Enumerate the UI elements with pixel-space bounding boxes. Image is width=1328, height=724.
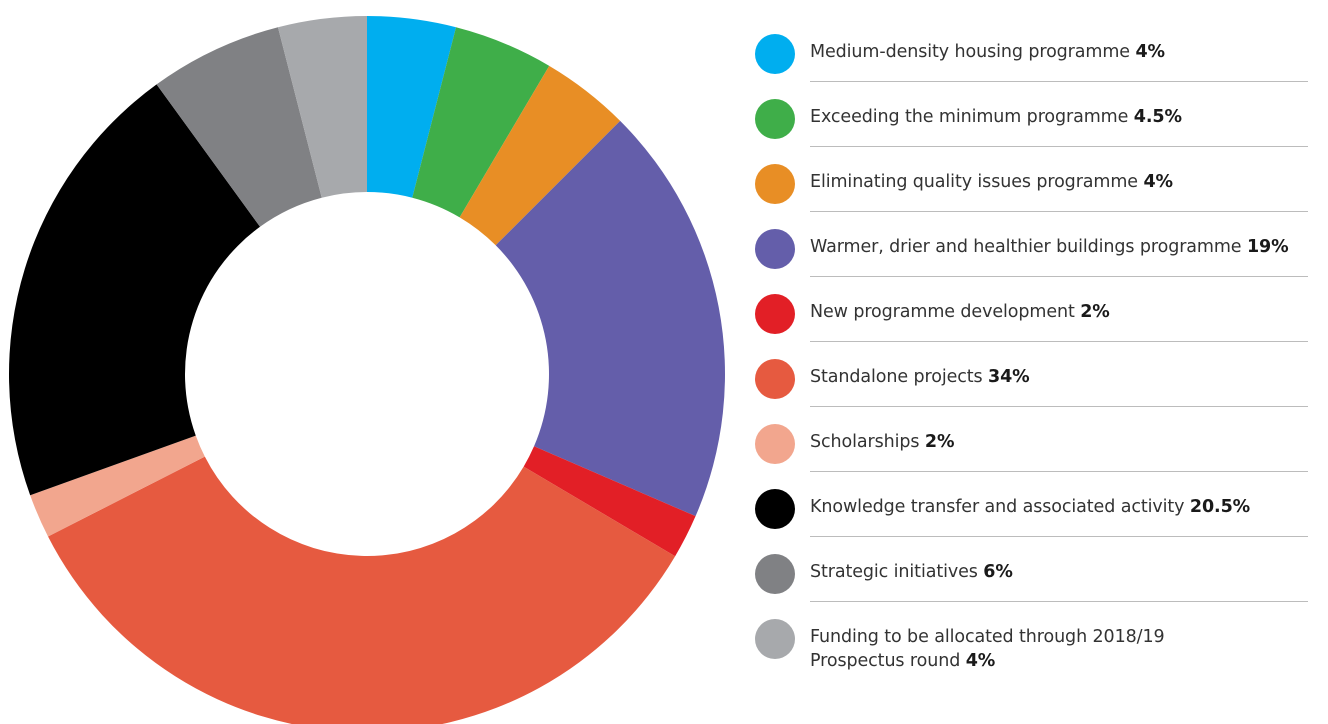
legend-label-text: Strategic initiatives [810, 562, 984, 582]
donut-slice-3 [459, 65, 621, 246]
legend-divider [810, 601, 1308, 602]
legend-swatch [755, 99, 795, 139]
legend-divider [810, 536, 1308, 537]
legend-label-text: Eliminating quality issues programme [810, 172, 1144, 192]
chart-legend: Medium-density housing programme 4% Excee… [752, 0, 1308, 724]
legend-divider [810, 276, 1308, 277]
legend-swatch [755, 489, 795, 529]
legend-divider [810, 406, 1308, 407]
legend-value: 2% [924, 432, 955, 452]
legend-value: 2% [1080, 302, 1110, 322]
legend-value: 4% [1135, 42, 1165, 62]
legend-swatch [755, 294, 795, 334]
legend-swatch [755, 424, 795, 464]
legend-divider [810, 211, 1308, 212]
donut-slice-2 [412, 27, 550, 218]
donut-chart [8, 16, 726, 724]
legend-divider [810, 471, 1308, 472]
legend-value: 34% [988, 367, 1030, 387]
legend-label-text: Medium-density housing programme [810, 42, 1136, 62]
legend-value: 4% [965, 651, 996, 671]
legend-label-text: Exceeding the minimum programme [810, 107, 1134, 127]
donut-slice-8 [8, 84, 261, 496]
legend-label-text: Standalone projects [810, 367, 989, 387]
legend-swatch [755, 554, 795, 594]
legend-label-text: Knowledge transfer and associated activi… [810, 497, 1190, 517]
legend-value: 4.5% [1133, 107, 1182, 127]
legend-swatch [755, 34, 795, 74]
legend-label: Medium-density housing programme 4% [810, 40, 1310, 64]
legend-label-text: Warmer, drier and healthier buildings pr… [810, 237, 1247, 257]
legend-label-text: Funding to be allocated through 2018/19 [810, 627, 1165, 647]
legend-label: Warmer, drier and healthier buildings pr… [810, 235, 1310, 259]
legend-label: Strategic initiatives 6% [810, 560, 1310, 584]
legend-label: Eliminating quality issues programme 4% [810, 170, 1310, 194]
legend-label: Knowledge transfer and associated activi… [810, 495, 1310, 519]
legend-label: Standalone projects 34% [810, 365, 1310, 389]
legend-label-text: Scholarships [810, 432, 925, 452]
legend-label: New programme development 2% [810, 300, 1310, 324]
legend-divider [810, 341, 1308, 342]
legend-swatch [755, 619, 795, 659]
donut-slice-10 [277, 16, 367, 198]
donut-slice-1 [367, 16, 457, 198]
legend-swatch [755, 229, 795, 269]
legend-label: Scholarships 2% [810, 430, 1310, 454]
legend-swatch [755, 164, 795, 204]
legend-value: 19% [1246, 237, 1289, 257]
donut-slice-4 [495, 120, 726, 517]
legend-label: Funding to be allocated through 2018/19 P… [810, 625, 1310, 673]
legend-value: 4% [1143, 172, 1173, 192]
legend-divider [810, 146, 1308, 147]
legend-divider [810, 81, 1308, 82]
legend-swatch [755, 359, 795, 399]
legend-value: 20.5% [1189, 497, 1251, 517]
donut-slice-7 [30, 435, 205, 537]
donut-slice-9 [156, 27, 322, 227]
legend-label: Exceeding the minimum programme 4.5% [810, 105, 1310, 129]
legend-label-text: Prospectus round [810, 651, 966, 671]
legend-value: 6% [983, 562, 1013, 582]
donut-slice-6 [48, 456, 676, 724]
donut-slice-5 [523, 446, 696, 557]
legend-label-text: New programme development [810, 302, 1081, 322]
